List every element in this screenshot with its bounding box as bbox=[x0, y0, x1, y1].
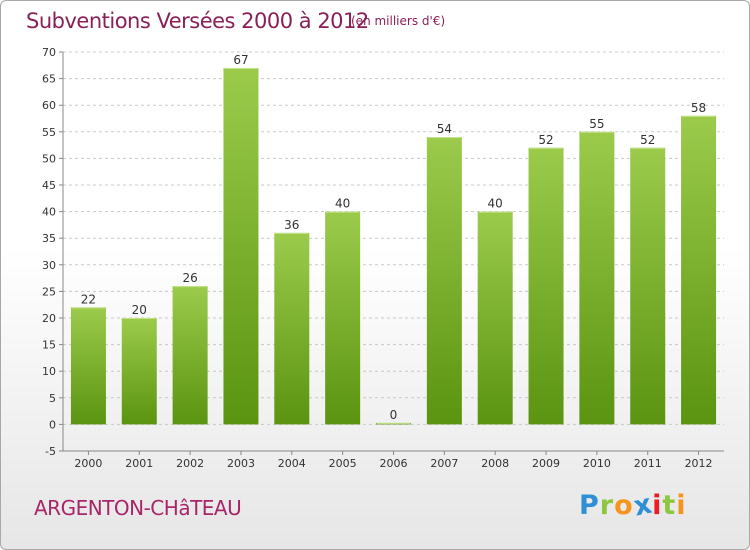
x-tick-label: 2001 bbox=[125, 457, 153, 470]
chart-title: Subventions Versées 2000 à 2012 bbox=[26, 9, 369, 33]
x-tick-label: 2010 bbox=[583, 457, 611, 470]
bar-2010 bbox=[579, 131, 615, 425]
x-tick-label: 2002 bbox=[176, 457, 204, 470]
data-label: 55 bbox=[589, 117, 604, 131]
data-label: 52 bbox=[538, 133, 553, 147]
x-tick-label: 2009 bbox=[532, 457, 560, 470]
y-tick-label: 5 bbox=[49, 392, 56, 405]
bar-2004 bbox=[274, 232, 310, 425]
bar-2012 bbox=[681, 115, 717, 425]
y-tick-label: 35 bbox=[42, 232, 56, 245]
x-tick-label: 2004 bbox=[278, 457, 306, 470]
x-tick-label: 2003 bbox=[227, 457, 255, 470]
chart-subtitle: (en milliers d'€) bbox=[351, 14, 446, 28]
y-tick-label: 10 bbox=[42, 365, 56, 378]
data-label: 54 bbox=[437, 122, 452, 136]
data-label: 67 bbox=[233, 53, 248, 67]
x-tick-label: 2007 bbox=[430, 457, 458, 470]
y-tick-label: 55 bbox=[42, 126, 56, 139]
x-tick-label: 2011 bbox=[634, 457, 662, 470]
data-label: 52 bbox=[640, 133, 655, 147]
y-tick-label: 45 bbox=[42, 179, 56, 192]
x-tick-label: 2012 bbox=[685, 457, 713, 470]
data-label: 20 bbox=[132, 303, 147, 317]
y-tick-label: 25 bbox=[42, 285, 56, 298]
data-label: 40 bbox=[488, 197, 503, 211]
data-label: 36 bbox=[284, 218, 299, 232]
bar-2000 bbox=[70, 307, 106, 425]
logo-letter: o bbox=[614, 490, 634, 521]
y-tick-label: 15 bbox=[42, 339, 56, 352]
logo-letter: i bbox=[652, 490, 663, 521]
x-tick-label: 2005 bbox=[329, 457, 357, 470]
y-tick-label: 70 bbox=[42, 46, 56, 59]
y-tick-label: 0 bbox=[49, 418, 56, 431]
logo-letter: r bbox=[599, 490, 615, 521]
commune-name: ARGENTON-CHâTEAU bbox=[34, 496, 242, 520]
bar-2003 bbox=[223, 67, 259, 425]
bar-2008 bbox=[477, 211, 513, 425]
x-tick-label: 2008 bbox=[481, 457, 509, 470]
y-tick-label: 50 bbox=[42, 152, 56, 165]
bar-2011 bbox=[630, 147, 666, 425]
proxiti-logo[interactable]: Proxiti bbox=[579, 488, 687, 522]
y-tick-label: 60 bbox=[42, 99, 56, 112]
y-tick-label: -5 bbox=[45, 445, 56, 458]
data-label: 26 bbox=[182, 271, 197, 285]
x-tick-label: 2000 bbox=[74, 457, 102, 470]
data-label: 0 bbox=[390, 408, 398, 422]
logo-letter: t bbox=[662, 490, 677, 521]
bar-2007 bbox=[426, 137, 462, 425]
bar-2002 bbox=[172, 286, 208, 425]
bar-2005 bbox=[325, 211, 361, 425]
y-tick-label: 20 bbox=[42, 312, 56, 325]
bar-2001 bbox=[121, 318, 157, 425]
data-label: 58 bbox=[691, 101, 706, 115]
data-label: 22 bbox=[81, 292, 96, 306]
y-tick-label: 30 bbox=[42, 259, 56, 272]
x-tick-label: 2006 bbox=[380, 457, 408, 470]
bar-2009 bbox=[528, 147, 564, 425]
logo-letter: P bbox=[579, 490, 600, 521]
y-tick-label: 65 bbox=[42, 73, 56, 86]
data-label: 40 bbox=[335, 197, 350, 211]
logo-letter: i bbox=[676, 490, 687, 521]
y-tick-label: 40 bbox=[42, 206, 56, 219]
